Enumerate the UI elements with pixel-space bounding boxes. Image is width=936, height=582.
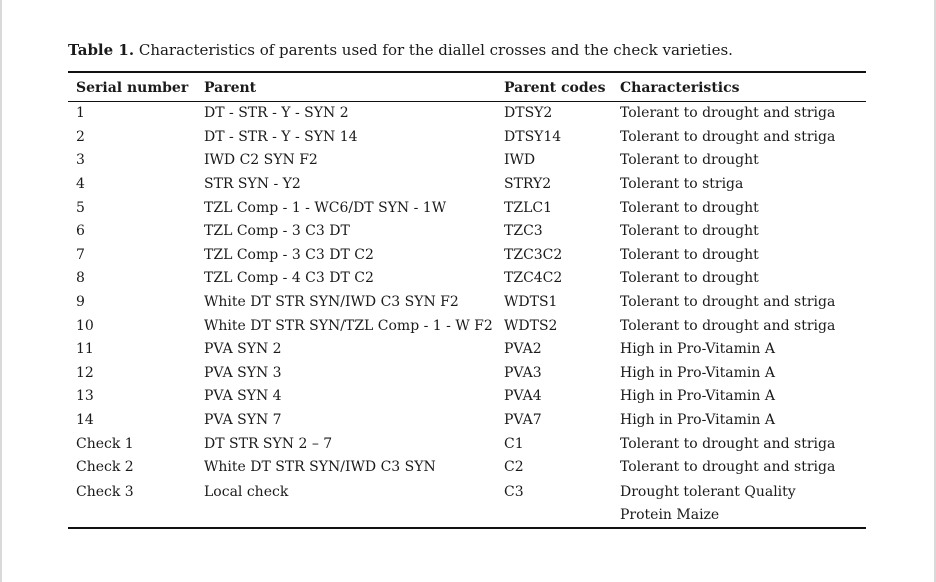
cell-code: STRY2 — [504, 176, 552, 193]
cell-characteristics: Drought tolerant Quality Protein Maize — [620, 483, 796, 523]
cell-code: C2 — [504, 459, 524, 476]
cell-code: PVA7 — [504, 412, 542, 429]
table-row: 5 TZL Comp - 1 - WC6/DT SYN - 1W TZLC1 T… — [68, 196, 866, 220]
table-row: 2 DT - STR - Y - SYN 14 DTSY14 Tolerant … — [68, 126, 866, 150]
cell-parent: IWD C2 SYN F2 — [204, 152, 318, 169]
page-edge-left — [0, 0, 2, 582]
cell-parent: DT STR SYN 2 – 7 — [204, 435, 333, 452]
cell-characteristics: Tolerant to drought and striga — [620, 435, 836, 452]
table-row: 11 PVA SYN 2 PVA2 High in Pro-Vitamin A — [68, 338, 866, 362]
cell-parent: PVA SYN 2 — [204, 341, 282, 358]
cell-characteristics: Tolerant to drought and striga — [620, 317, 836, 334]
cell-code: IWD — [504, 152, 536, 169]
cell-characteristics: High in Pro-Vitamin A — [620, 388, 775, 405]
cell-serial: 4 — [76, 176, 85, 193]
cell-characteristics: High in Pro-Vitamin A — [620, 364, 775, 381]
table-row: 9 White DT STR SYN/IWD C3 SYN F2 WDTS1 T… — [68, 291, 866, 315]
cell-characteristics: Tolerant to striga — [620, 176, 744, 193]
cell-characteristics: Tolerant to drought and striga — [620, 294, 836, 311]
cell-parent: TZL Comp - 1 - WC6/DT SYN - 1W — [204, 199, 447, 216]
cell-parent: TZL Comp - 3 C3 DT — [204, 223, 350, 240]
table-row: Check 3 Local check C3 Drought tolerant … — [68, 480, 866, 528]
table-row: 1 DT - STR - Y - SYN 2 DTSY2 Tolerant to… — [68, 102, 866, 126]
parents-table: Serial number Parent Parent codes Charac… — [68, 71, 866, 529]
table-row: 14 PVA SYN 7 PVA7 High in Pro-Vitamin A — [68, 409, 866, 433]
cell-code: TZC4C2 — [504, 270, 563, 287]
caption-text: Characteristics of parents used for the … — [138, 41, 733, 59]
cell-code: PVA4 — [504, 388, 542, 405]
cell-code: C3 — [504, 483, 524, 500]
table-row: 6 TZL Comp - 3 C3 DT TZC3 Tolerant to dr… — [68, 220, 866, 244]
cell-parent: Local check — [204, 483, 289, 500]
cell-serial: 8 — [76, 270, 85, 287]
cell-parent: White DT STR SYN/IWD C3 SYN — [204, 459, 436, 476]
cell-characteristics: Tolerant to drought — [620, 246, 759, 263]
cell-serial: 6 — [76, 223, 85, 240]
cell-serial: Check 3 — [76, 483, 134, 500]
header-characteristics: Characteristics — [620, 80, 740, 96]
cell-serial: 12 — [76, 364, 94, 381]
cell-characteristics: High in Pro-Vitamin A — [620, 341, 775, 358]
table-caption: Table 1. Characteristics of parents used… — [68, 40, 868, 60]
cell-code: TZC3 — [504, 223, 543, 240]
cell-parent: TZL Comp - 3 C3 DT C2 — [204, 246, 374, 263]
cell-serial: 7 — [76, 246, 85, 263]
cell-parent: TZL Comp - 4 C3 DT C2 — [204, 270, 374, 287]
cell-code: DTSY14 — [504, 128, 562, 145]
cell-code: TZC3C2 — [504, 246, 563, 263]
cell-parent: STR SYN - Y2 — [204, 176, 301, 193]
cell-code: PVA3 — [504, 364, 542, 381]
cell-characteristics: Tolerant to drought and striga — [620, 128, 836, 145]
header-serial-number: Serial number — [76, 80, 189, 96]
cell-characteristics: Tolerant to drought and striga — [620, 459, 836, 476]
cell-serial: 9 — [76, 294, 85, 311]
cell-characteristics: Tolerant to drought — [620, 223, 759, 240]
table-row: 10 White DT STR SYN/TZL Comp - 1 - W F2 … — [68, 314, 866, 338]
cell-code: C1 — [504, 435, 524, 452]
cell-code: DTSY2 — [504, 105, 553, 122]
cell-code: TZLC1 — [504, 199, 552, 216]
header-parent-codes: Parent codes — [504, 80, 606, 96]
cell-parent: PVA SYN 4 — [204, 388, 282, 405]
cell-code: PVA2 — [504, 341, 542, 358]
cell-code: WDTS2 — [504, 317, 558, 334]
cell-characteristics: Tolerant to drought — [620, 199, 759, 216]
table-row: 12 PVA SYN 3 PVA3 High in Pro-Vitamin A — [68, 362, 866, 386]
cell-parent: PVA SYN 7 — [204, 412, 282, 429]
cell-serial: Check 2 — [76, 459, 134, 476]
cell-serial: 11 — [76, 341, 94, 358]
table-row: Check 2 White DT STR SYN/IWD C3 SYN C2 T… — [68, 456, 866, 480]
cell-characteristics: Tolerant to drought and striga — [620, 105, 836, 122]
page-edge-right — [934, 0, 936, 582]
cell-serial: 2 — [76, 128, 85, 145]
cell-serial: 1 — [76, 105, 85, 122]
cell-serial: 13 — [76, 388, 94, 405]
cell-serial: 10 — [76, 317, 94, 334]
table-header-row: Serial number Parent Parent codes Charac… — [68, 72, 866, 102]
cell-serial: 5 — [76, 199, 85, 216]
cell-parent: White DT STR SYN/TZL Comp - 1 - W F2 — [204, 317, 493, 334]
cell-characteristics: Tolerant to drought — [620, 152, 759, 169]
header-parent: Parent — [204, 80, 257, 96]
cell-characteristics: High in Pro-Vitamin A — [620, 412, 775, 429]
table-row: 8 TZL Comp - 4 C3 DT C2 TZC4C2 Tolerant … — [68, 267, 866, 291]
cell-parent: PVA SYN 3 — [204, 364, 282, 381]
table-row: 4 STR SYN - Y2 STRY2 Tolerant to striga — [68, 173, 866, 197]
cell-parent: DT - STR - Y - SYN 2 — [204, 105, 349, 122]
table-row: 7 TZL Comp - 3 C3 DT C2 TZC3C2 Tolerant … — [68, 244, 866, 268]
cell-code: WDTS1 — [504, 294, 558, 311]
cell-serial: Check 1 — [76, 435, 134, 452]
table-row: 13 PVA SYN 4 PVA4 High in Pro-Vitamin A — [68, 385, 866, 409]
table-row: 3 IWD C2 SYN F2 IWD Tolerant to drought — [68, 149, 866, 173]
cell-characteristics: Tolerant to drought — [620, 270, 759, 287]
cell-serial: 14 — [76, 412, 94, 429]
caption-label: Table 1. — [68, 41, 135, 59]
cell-serial: 3 — [76, 152, 85, 169]
cell-parent: White DT STR SYN/IWD C3 SYN F2 — [204, 294, 459, 311]
table-row: Check 1 DT STR SYN 2 – 7 C1 Tolerant to … — [68, 432, 866, 456]
cell-parent: DT - STR - Y - SYN 14 — [204, 128, 358, 145]
